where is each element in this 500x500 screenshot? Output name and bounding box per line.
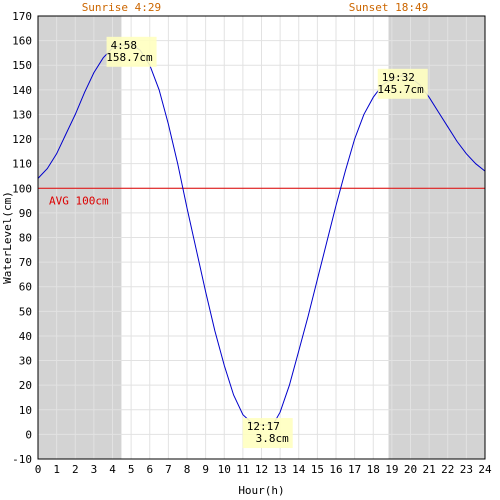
y-tick-label: 140 [12,84,32,97]
x-tick-label: 21 [423,463,436,476]
y-tick-label: 110 [12,158,32,171]
x-tick-label: 9 [202,463,209,476]
y-tick-label: 150 [12,59,32,72]
x-tick-label: 3 [91,463,98,476]
y-tick-label: 130 [12,108,32,121]
x-tick-label: 18 [367,463,380,476]
y-tick-label: 120 [12,133,32,146]
y-tick-label: -10 [12,453,32,466]
x-axis-label: Hour(h) [238,484,284,497]
grid-lines [37,15,486,460]
average-label: AVG 100cm [49,194,109,207]
extremum-annotation: 12:173.8cm [242,418,293,449]
x-tick-label: 11 [236,463,249,476]
y-tick-label: 100 [12,182,32,195]
y-tick-label: 80 [19,232,32,245]
x-tick-label: 24 [478,463,492,476]
x-tick-label: 16 [329,463,342,476]
x-tick-label: 20 [404,463,417,476]
x-tick-label: 19 [385,463,398,476]
annotation-box [377,68,428,99]
x-tick-label: 22 [441,463,454,476]
x-tick-label: 17 [348,463,361,476]
x-tick-label: 15 [311,463,324,476]
sunrise-label: Sunrise 4:29 [82,1,161,14]
x-tick-label: 13 [274,463,287,476]
x-tick-label: 14 [292,463,306,476]
annotation-value: 3.8cm [256,432,289,445]
plot-border [37,15,486,460]
x-tick-label: 1 [53,463,60,476]
y-tick-label: 20 [19,379,32,392]
x-tick-labels: 0 1 2 3 4 5 6 7 8 9 10 11 12 13 14 15 16 17 18 19 20 21 22 23 24 [35,463,492,476]
x-tick-label: 8 [184,463,191,476]
y-tick-label: 60 [19,281,32,294]
y-tick-label: 30 [19,355,32,368]
y-tick-label: 10 [19,404,32,417]
annotation-box [242,418,293,449]
y-tick-label: 170 [12,10,32,23]
x-tick-label: 10 [218,463,231,476]
annotation-time: 12:17 [247,420,280,433]
x-tick-label: 7 [165,463,172,476]
annotation-time: 19:32 [382,71,415,84]
annotation-box [106,36,157,67]
y-tick-label: 0 [25,428,32,441]
annotation-value: 158.7cm [106,51,153,64]
y-tick-labels: -10 0 10 20 30 40 50 60 70 80 90 100 110 120 130 140 150… [12,10,32,466]
annotation-time: 4:58 [111,39,138,52]
sunset-label: Sunset 18:49 [349,1,428,14]
y-tick-label: 90 [19,207,32,220]
annotation-value: 145.7cm [377,83,424,96]
y-tick-label: 50 [19,305,32,318]
y-tick-label: 70 [19,256,32,269]
x-tick-label: 23 [460,463,473,476]
x-tick-label: 0 [35,463,42,476]
x-tick-label: 5 [128,463,135,476]
y-tick-label: 40 [19,330,32,343]
y-tick-label: 160 [12,35,32,48]
y-axis-label: WaterLevel(cm) [1,191,14,284]
x-tick-label: 4 [109,463,116,476]
x-tick-label: 12 [255,463,268,476]
x-tick-label: 2 [72,463,79,476]
x-tick-label: 6 [146,463,153,476]
